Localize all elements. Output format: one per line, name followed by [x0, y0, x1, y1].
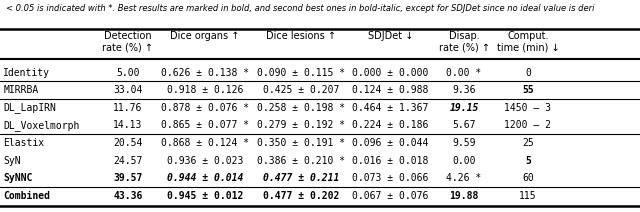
Text: 0.425 ± 0.207: 0.425 ± 0.207: [262, 85, 339, 95]
Text: SDJDet ↓: SDJDet ↓: [368, 31, 413, 41]
Text: Dice organs ↑: Dice organs ↑: [170, 31, 239, 41]
Text: 4.26 *: 4.26 *: [446, 173, 482, 183]
Text: 20.54: 20.54: [113, 138, 143, 148]
Text: Detection
rate (%) ↑: Detection rate (%) ↑: [102, 31, 154, 52]
Text: 0.477 ± 0.211: 0.477 ± 0.211: [262, 173, 339, 183]
Text: 0: 0: [525, 68, 531, 78]
Text: 9.36: 9.36: [452, 85, 476, 95]
Text: SyN: SyN: [3, 156, 21, 166]
Text: 19.15: 19.15: [449, 103, 479, 113]
Text: 0.936 ± 0.023: 0.936 ± 0.023: [166, 156, 243, 166]
Text: 0.016 ± 0.018: 0.016 ± 0.018: [352, 156, 429, 166]
Text: SyNNC: SyNNC: [3, 173, 33, 183]
Text: 0.258 ± 0.198 *: 0.258 ± 0.198 *: [257, 103, 345, 113]
Text: 0.626 ± 0.138 *: 0.626 ± 0.138 *: [161, 68, 249, 78]
Text: 0.00 *: 0.00 *: [446, 68, 482, 78]
Text: < 0.05 is indicated with *. Best results are marked in bold, and second best one: < 0.05 is indicated with *. Best results…: [6, 4, 595, 13]
Text: 33.04: 33.04: [113, 85, 143, 95]
Text: Combined: Combined: [3, 191, 50, 201]
Text: 5.00: 5.00: [116, 68, 140, 78]
Text: 11.76: 11.76: [113, 103, 143, 113]
Text: Identity: Identity: [3, 68, 50, 78]
Text: 9.59: 9.59: [452, 138, 476, 148]
Text: 0.944 ± 0.014: 0.944 ± 0.014: [166, 173, 243, 183]
Text: 14.13: 14.13: [113, 120, 143, 130]
Text: 0.096 ± 0.044: 0.096 ± 0.044: [352, 138, 429, 148]
Text: 0.477 ± 0.202: 0.477 ± 0.202: [262, 191, 339, 201]
Text: 1200 – 2: 1200 – 2: [504, 120, 552, 130]
Text: 43.36: 43.36: [113, 191, 143, 201]
Text: 115: 115: [519, 191, 537, 201]
Text: 0.464 ± 1.367: 0.464 ± 1.367: [352, 103, 429, 113]
Text: 39.57: 39.57: [113, 173, 143, 183]
Text: 19.88: 19.88: [449, 191, 479, 201]
Text: 0.067 ± 0.076: 0.067 ± 0.076: [352, 191, 429, 201]
Text: 0.878 ± 0.076 *: 0.878 ± 0.076 *: [161, 103, 249, 113]
Text: 0.073 ± 0.066: 0.073 ± 0.066: [352, 173, 429, 183]
Text: 0.918 ± 0.126: 0.918 ± 0.126: [166, 85, 243, 95]
Text: Dice lesions ↑: Dice lesions ↑: [266, 31, 336, 41]
Text: Disap.
rate (%) ↑: Disap. rate (%) ↑: [438, 31, 490, 52]
Text: 25: 25: [522, 138, 534, 148]
Text: 5.67: 5.67: [452, 120, 476, 130]
Text: 0.00: 0.00: [452, 156, 476, 166]
Text: 1450 – 3: 1450 – 3: [504, 103, 552, 113]
Text: Comput.
time (min) ↓: Comput. time (min) ↓: [497, 31, 559, 52]
Text: 0.279 ± 0.192 *: 0.279 ± 0.192 *: [257, 120, 345, 130]
Text: 24.57: 24.57: [113, 156, 143, 166]
Text: 0.865 ± 0.077 *: 0.865 ± 0.077 *: [161, 120, 249, 130]
Text: 0.350 ± 0.191 *: 0.350 ± 0.191 *: [257, 138, 345, 148]
Text: 0.945 ± 0.012: 0.945 ± 0.012: [166, 191, 243, 201]
Text: 0.124 ± 0.988: 0.124 ± 0.988: [352, 85, 429, 95]
Text: 60: 60: [522, 173, 534, 183]
Text: MIRRBA: MIRRBA: [3, 85, 38, 95]
Text: 0.224 ± 0.186: 0.224 ± 0.186: [352, 120, 429, 130]
Text: DL_Voxelmorph: DL_Voxelmorph: [3, 120, 79, 131]
Text: 0.000 ± 0.000: 0.000 ± 0.000: [352, 68, 429, 78]
Text: 5: 5: [525, 156, 531, 166]
Text: DL_LapIRN: DL_LapIRN: [3, 102, 56, 113]
Text: 0.386 ± 0.210 *: 0.386 ± 0.210 *: [257, 156, 345, 166]
Text: 0.868 ± 0.124 *: 0.868 ± 0.124 *: [161, 138, 249, 148]
Text: Elastix: Elastix: [3, 138, 44, 148]
Text: 55: 55: [522, 85, 534, 95]
Text: 0.090 ± 0.115 *: 0.090 ± 0.115 *: [257, 68, 345, 78]
